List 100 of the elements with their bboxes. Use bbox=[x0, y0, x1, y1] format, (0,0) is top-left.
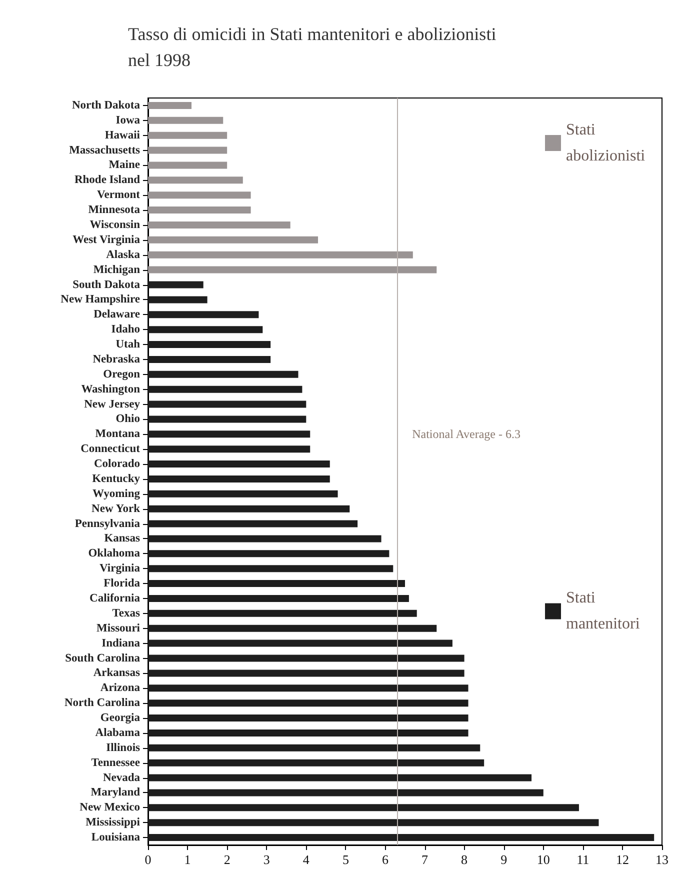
y-tick-label: Alabama bbox=[95, 726, 140, 739]
bar bbox=[148, 684, 468, 692]
bar bbox=[148, 774, 532, 782]
y-tick-label: North Dakota bbox=[72, 99, 140, 112]
y-tick-label: Pennsylvania bbox=[74, 518, 140, 530]
y-tick-label: Montana bbox=[95, 428, 140, 440]
bar bbox=[148, 565, 394, 572]
bar bbox=[148, 341, 271, 348]
y-tick-label: South Dakota bbox=[72, 278, 140, 291]
bar bbox=[148, 326, 263, 334]
x-tick-label: 2 bbox=[224, 852, 230, 867]
bar bbox=[148, 624, 437, 632]
bar bbox=[148, 714, 468, 722]
legend-label: Stati mantenitori bbox=[566, 590, 640, 633]
y-tick-label: Oregon bbox=[103, 368, 141, 380]
bar bbox=[148, 416, 306, 423]
y-tick-label: New Jersey bbox=[84, 398, 140, 410]
x-tick-label: 3 bbox=[263, 852, 270, 867]
y-tick-label: Nebraska bbox=[92, 353, 140, 366]
bar bbox=[148, 550, 390, 558]
y-tick-label: Vermont bbox=[96, 189, 140, 202]
y-tick-label: Maine bbox=[108, 159, 140, 172]
x-tick-label: 9 bbox=[500, 852, 508, 867]
bar bbox=[148, 281, 204, 288]
y-tick-label: Georgia bbox=[100, 712, 140, 724]
y-tick-label: Oklahoma bbox=[88, 548, 140, 560]
y-tick-label: Connecticut bbox=[80, 443, 140, 456]
ref-line-label: National Average - 6.3 bbox=[412, 427, 520, 442]
bar bbox=[148, 221, 290, 228]
bar bbox=[148, 490, 338, 498]
bar bbox=[148, 266, 437, 274]
bar bbox=[148, 759, 484, 766]
y-tick-label: Hawaii bbox=[104, 129, 141, 142]
x-tick-label: 8 bbox=[461, 852, 468, 867]
x-tick-label: 6 bbox=[382, 852, 389, 867]
bar bbox=[148, 804, 579, 812]
x-tick-label: 4 bbox=[302, 852, 310, 867]
y-tick-label: Massachusetts bbox=[69, 144, 141, 156]
x-tick-label: 13 bbox=[656, 852, 668, 867]
bar bbox=[148, 132, 228, 139]
bar bbox=[148, 311, 259, 318]
y-tick-label: Missouri bbox=[96, 622, 141, 634]
y-tick-label: South Carolina bbox=[65, 652, 140, 664]
y-tick-label: Washington bbox=[81, 383, 141, 396]
bar bbox=[148, 400, 306, 408]
bar bbox=[148, 789, 544, 796]
y-tick-label: Rhode Island bbox=[74, 174, 141, 186]
bar bbox=[148, 146, 228, 154]
bar bbox=[148, 296, 208, 304]
y-tick-label: Louisiana bbox=[91, 832, 140, 844]
y-tick-label: Idaho bbox=[111, 324, 140, 336]
bar bbox=[148, 251, 413, 258]
bar bbox=[148, 505, 350, 512]
y-tick-label: Michigan bbox=[93, 264, 141, 276]
y-tick-label: Wyoming bbox=[92, 488, 140, 500]
y-tick-label: New York bbox=[92, 502, 141, 515]
bar bbox=[148, 192, 251, 199]
bar bbox=[148, 162, 228, 169]
bar bbox=[148, 446, 310, 453]
x-tick-label: 11 bbox=[576, 852, 590, 867]
y-tick-label: Indiana bbox=[102, 637, 140, 650]
y-tick-label: Mississippi bbox=[86, 816, 141, 829]
bar bbox=[148, 819, 599, 826]
x-tick-label: 1 bbox=[184, 852, 191, 867]
x-tick-label: 5 bbox=[342, 852, 349, 867]
bar bbox=[148, 610, 417, 617]
bar bbox=[148, 430, 310, 438]
bar bbox=[148, 535, 382, 542]
bar bbox=[148, 744, 480, 752]
bar bbox=[148, 370, 298, 378]
y-tick-label: Kansas bbox=[104, 532, 141, 545]
bar bbox=[148, 475, 330, 482]
bar bbox=[148, 102, 192, 109]
y-tick-label: Minnesota bbox=[88, 204, 140, 216]
y-tick-label: North Carolina bbox=[64, 697, 140, 710]
y-tick-label: Ohio bbox=[116, 413, 140, 426]
bar bbox=[148, 670, 464, 677]
y-tick-label: Kentucky bbox=[92, 472, 140, 485]
bar bbox=[148, 236, 318, 244]
bar bbox=[148, 640, 452, 647]
bar bbox=[148, 176, 243, 184]
bar bbox=[148, 520, 358, 528]
chart-title: Tasso di omicidi in Stati mantenitori e abolizionisti nel 1998 bbox=[128, 24, 501, 70]
y-tick-label: Virginia bbox=[100, 562, 140, 575]
y-tick-label: Illinois bbox=[106, 742, 141, 754]
y-tick-label: New Mexico bbox=[80, 802, 140, 814]
y-tick-label: Arkansas bbox=[93, 667, 141, 680]
y-tick-label: Arizona bbox=[100, 682, 140, 694]
y-tick-label: New Hampshire bbox=[60, 294, 140, 306]
x-tick-label: 0 bbox=[144, 852, 152, 867]
bar bbox=[148, 580, 405, 588]
y-tick-label: Colorado bbox=[94, 458, 140, 470]
bar bbox=[148, 654, 464, 662]
y-tick-label: Nevada bbox=[102, 772, 140, 784]
bar bbox=[148, 116, 224, 124]
y-tick-label: Alaska bbox=[106, 248, 140, 261]
bar bbox=[148, 594, 409, 602]
x-tick-label: 10 bbox=[536, 852, 550, 867]
bar bbox=[148, 386, 302, 393]
bar bbox=[148, 729, 468, 736]
